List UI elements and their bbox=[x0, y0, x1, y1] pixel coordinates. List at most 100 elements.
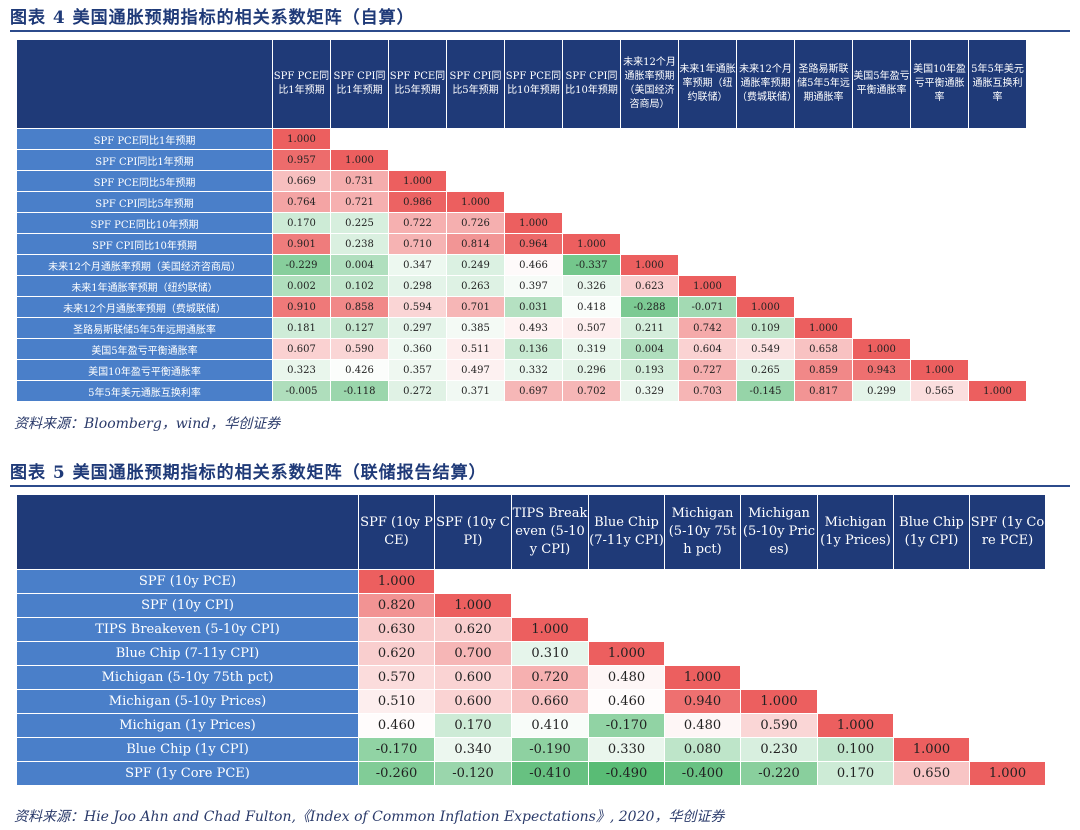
correlation-cell: -0.337 bbox=[562, 254, 621, 276]
matrix-row: Blue Chip (1y CPI) -0.170 0.340 -0.190 0.330… bbox=[16, 737, 1046, 762]
correlation-cell: 0.332 bbox=[504, 359, 563, 381]
correlation-cell: 0.957 bbox=[272, 149, 331, 171]
correlation-cell: 1.000 bbox=[272, 128, 331, 150]
column-header-label: TIPS Breakeven (5-10y CPI) bbox=[512, 506, 588, 557]
correlation-cell: 1.000 bbox=[817, 713, 894, 738]
correlation-cell: 0.590 bbox=[740, 713, 818, 738]
correlation-cell: 0.326 bbox=[562, 275, 621, 297]
empty-cell bbox=[969, 617, 1046, 642]
empty-cell bbox=[620, 191, 679, 213]
empty-cell bbox=[969, 713, 1046, 738]
empty-cell bbox=[817, 617, 894, 642]
column-header-label: SPF PCE同比10年预期 bbox=[505, 71, 562, 96]
correlation-cell: 0.127 bbox=[330, 317, 389, 339]
correlation-cell: 0.385 bbox=[446, 317, 505, 339]
correlation-cell: 1.000 bbox=[664, 665, 741, 690]
correlation-cell: 0.623 bbox=[620, 275, 679, 297]
column-header: SPF CPI同比5年预期 bbox=[446, 39, 505, 129]
correlation-cell: 0.136 bbox=[504, 338, 563, 360]
empty-cell bbox=[562, 212, 621, 234]
empty-cell bbox=[504, 191, 563, 213]
correlation-cell: 0.319 bbox=[562, 338, 621, 360]
correlation-cell: 0.700 bbox=[434, 641, 512, 666]
empty-cell bbox=[910, 170, 969, 192]
correlation-cell: 0.594 bbox=[388, 296, 447, 318]
empty-cell bbox=[893, 689, 970, 714]
empty-cell bbox=[969, 689, 1046, 714]
row-label: SPF CPI同比10年预期 bbox=[16, 233, 273, 255]
correlation-cell: 0.211 bbox=[620, 317, 679, 339]
empty-cell bbox=[736, 170, 795, 192]
matrix-row: 圣路易斯联储5年5年远期通胀率 0.181 0.127 0.297 0.385 0.493… bbox=[16, 317, 1027, 339]
correlation-cell: 1.000 bbox=[968, 380, 1027, 402]
empty-cell bbox=[852, 275, 911, 297]
empty-cell bbox=[678, 128, 737, 150]
correlation-cell: -0.005 bbox=[272, 380, 331, 402]
matrix-row: Michigan (5-10y Prices) 0.510 0.600 0.660 0.… bbox=[16, 689, 1046, 714]
column-header: Michigan (5-10y 75th pct) bbox=[664, 494, 741, 570]
empty-cell bbox=[736, 275, 795, 297]
empty-cell bbox=[562, 191, 621, 213]
correlation-cell: 0.940 bbox=[664, 689, 741, 714]
correlation-cell: 0.102 bbox=[330, 275, 389, 297]
empty-cell bbox=[504, 128, 563, 150]
correlation-cell: 0.466 bbox=[504, 254, 563, 276]
column-header: Michigan (1y Prices) bbox=[817, 494, 894, 570]
correlation-cell: 0.910 bbox=[272, 296, 331, 318]
empty-cell bbox=[968, 212, 1027, 234]
correlation-cell: 0.590 bbox=[330, 338, 389, 360]
column-header: 未来12个月通胀率预期（费城联储） bbox=[736, 39, 795, 129]
correlation-cell: 0.620 bbox=[358, 641, 435, 666]
empty-cell bbox=[968, 359, 1027, 381]
correlation-cell: 1.000 bbox=[446, 191, 505, 213]
matrix-4-header-row: SPF PCE同比1年预期 SPF CPI同比1年预期 SPF PCE同比5年预期 S… bbox=[16, 39, 1027, 129]
empty-cell bbox=[910, 128, 969, 150]
empty-cell bbox=[388, 149, 447, 171]
correlation-cell: 0.360 bbox=[388, 338, 447, 360]
column-header-label: 美国5年盈亏平衡通胀率 bbox=[853, 71, 910, 96]
column-header-label: 5年5年美元通胀互换利率 bbox=[971, 64, 1024, 103]
empty-cell bbox=[736, 191, 795, 213]
column-header: Blue Chip (7-11y CPI) bbox=[588, 494, 665, 570]
correlation-cell: -0.400 bbox=[664, 761, 741, 786]
correlation-cell: 1.000 bbox=[504, 212, 563, 234]
correlation-cell: -0.118 bbox=[330, 380, 389, 402]
empty-cell bbox=[852, 128, 911, 150]
row-label: SPF PCE同比1年预期 bbox=[16, 128, 273, 150]
empty-cell bbox=[969, 641, 1046, 666]
column-header: Blue Chip (1y CPI) bbox=[893, 494, 970, 570]
row-label: 未来1年通胀率预期（纽约联储） bbox=[16, 275, 273, 297]
row-label: SPF CPI同比1年预期 bbox=[16, 149, 273, 171]
correlation-cell: 0.604 bbox=[678, 338, 737, 360]
empty-cell bbox=[968, 296, 1027, 318]
row-label: SPF (10y CPI) bbox=[16, 593, 359, 618]
matrix-row: TIPS Breakeven (5-10y CPI) 0.630 0.620 1.00… bbox=[16, 617, 1046, 642]
column-header: SPF (10y PCE) bbox=[358, 494, 435, 570]
empty-cell bbox=[678, 233, 737, 255]
correlation-cell: 0.697 bbox=[504, 380, 563, 402]
matrix-row: SPF PCE同比5年预期 0.669 0.731 1.000 bbox=[16, 170, 1027, 192]
empty-cell bbox=[968, 170, 1027, 192]
correlation-cell: 0.565 bbox=[910, 380, 969, 402]
column-header-label: 美国10年盈亏平衡通胀率 bbox=[913, 64, 966, 103]
empty-cell bbox=[388, 128, 447, 150]
correlation-cell: 0.225 bbox=[330, 212, 389, 234]
column-header-label: SPF (10y PCE) bbox=[360, 515, 433, 548]
empty-cell bbox=[664, 641, 741, 666]
correlation-cell: 0.193 bbox=[620, 359, 679, 381]
column-header: SPF PCE同比1年预期 bbox=[272, 39, 331, 129]
matrix-row: 美国10年盈亏平衡通胀率 0.323 0.426 0.357 0.497 0.332 0.2… bbox=[16, 359, 1027, 381]
empty-cell bbox=[588, 617, 665, 642]
empty-cell bbox=[852, 212, 911, 234]
column-header-label: SPF CPI同比1年预期 bbox=[333, 71, 386, 96]
empty-cell bbox=[893, 641, 970, 666]
correlation-cell: 0.493 bbox=[504, 317, 563, 339]
correlation-cell: 0.323 bbox=[272, 359, 331, 381]
empty-cell bbox=[620, 170, 679, 192]
correlation-cell: 0.721 bbox=[330, 191, 389, 213]
empty-cell bbox=[562, 149, 621, 171]
correlation-cell: 0.238 bbox=[330, 233, 389, 255]
empty-cell bbox=[504, 170, 563, 192]
figure-5-source: 资料来源：Hie Joo Ahn and Chad Fulton,《Index … bbox=[14, 809, 725, 825]
row-label: Blue Chip (1y CPI) bbox=[16, 737, 359, 762]
